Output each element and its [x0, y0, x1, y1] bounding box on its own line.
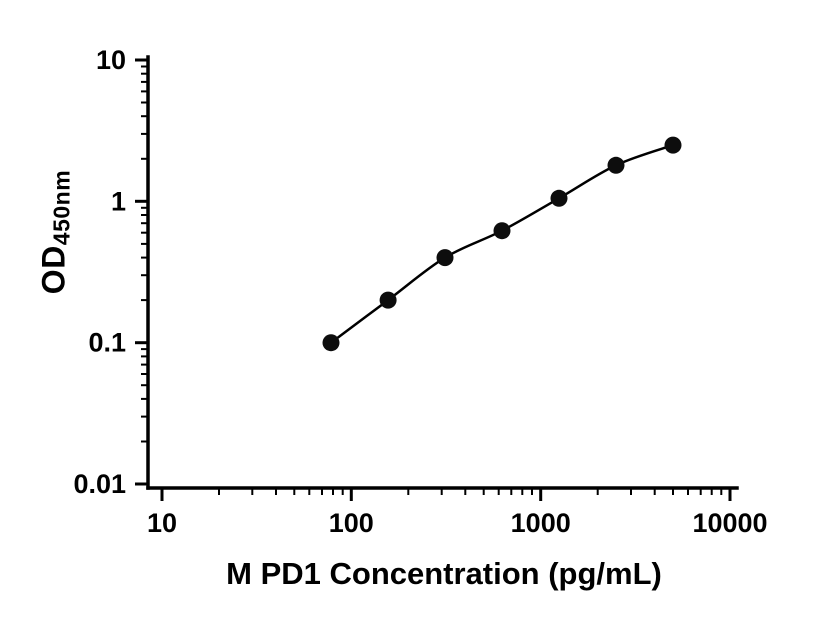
- y-tick-label: 1: [111, 186, 126, 216]
- y-axis-label-sub: 450nm: [48, 169, 75, 246]
- y-tick-label: 0.01: [73, 469, 126, 499]
- curve-line: [330, 143, 674, 344]
- y-tick-label: 0.1: [88, 328, 126, 358]
- data-point: [322, 334, 340, 352]
- data-point: [664, 136, 682, 154]
- data-point: [493, 222, 511, 240]
- data-point: [379, 291, 397, 309]
- y-axis-label-main: OD: [35, 245, 72, 295]
- y-axis-label: OD450nm: [35, 169, 75, 295]
- data-point: [436, 249, 454, 267]
- x-tick-label: 1000: [511, 508, 571, 538]
- data-point: [607, 156, 625, 174]
- x-tick-label: 10000: [692, 508, 767, 538]
- data-point: [550, 189, 568, 207]
- x-tick-label: 100: [329, 508, 374, 538]
- y-tick-label: 10: [96, 45, 126, 75]
- x-tick-label: 10: [147, 508, 177, 538]
- x-axis-label: M PD1 Concentration (pg/mL): [226, 556, 662, 591]
